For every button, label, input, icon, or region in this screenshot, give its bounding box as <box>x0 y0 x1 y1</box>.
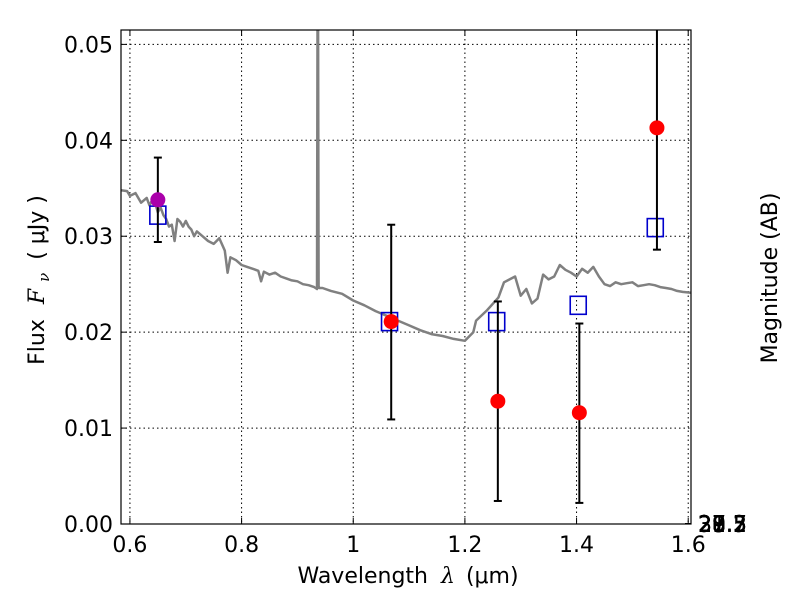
mag-tick-label: 29.5 <box>698 513 747 538</box>
mag-tick-label: 30 <box>698 513 726 538</box>
observed-point <box>383 314 399 330</box>
x-tick-label: 0.6 <box>112 533 147 558</box>
y2-axis-label: Magnitude (AB) <box>758 193 783 364</box>
model-square-marker <box>569 295 588 316</box>
x-tick-label: 1.2 <box>447 533 482 558</box>
x-tick-label: 0.8 <box>224 533 259 558</box>
spectrum-line <box>121 30 691 343</box>
mag-tick-label: 27.3 <box>698 513 747 538</box>
plot-area <box>121 30 691 504</box>
x-tick-label: 1.6 <box>671 533 706 558</box>
mag-tick-label: 28.5 <box>698 513 747 538</box>
mag-tick-label: 27.7 <box>698 513 747 538</box>
observed-point <box>649 120 665 136</box>
y-axis-label: Flux F ν ( μJy ) <box>25 195 55 365</box>
plot-frame <box>120 29 692 525</box>
mag-tick-label: 27.5 <box>698 513 747 538</box>
mag-tick-label: 29 <box>698 513 726 538</box>
y-tick-label: 0.05 <box>64 33 113 58</box>
y-tick-label: 0.00 <box>64 513 113 538</box>
x-tick-label: 1 <box>346 533 360 558</box>
model-square-marker <box>646 217 665 238</box>
model-square-marker <box>487 311 506 332</box>
observed-point <box>150 192 166 208</box>
axis-ticks: 0.6 0.8 1 1.2 1.4 1.6 0.00 0.01 0.02 0.03 0.04 0.05… <box>64 30 747 558</box>
y-tick-label: 0.04 <box>64 129 113 154</box>
grid <box>121 30 691 525</box>
mag-tick-label: 31 <box>698 513 726 538</box>
x-tick-label: 1.4 <box>559 533 594 558</box>
observed-point <box>571 405 587 421</box>
y-tick-label: 0.01 <box>64 417 113 442</box>
y-tick-label: 0.02 <box>64 321 113 346</box>
mag-tick-label: 27.2 <box>698 513 747 538</box>
observed-point <box>490 393 506 409</box>
mag-tick-label: 28 <box>698 513 726 538</box>
x-axis-label: Wavelength λ (μm) <box>297 564 518 589</box>
y-tick-label: 0.03 <box>64 225 113 250</box>
mag-tick-label: 28.2 <box>698 513 747 538</box>
